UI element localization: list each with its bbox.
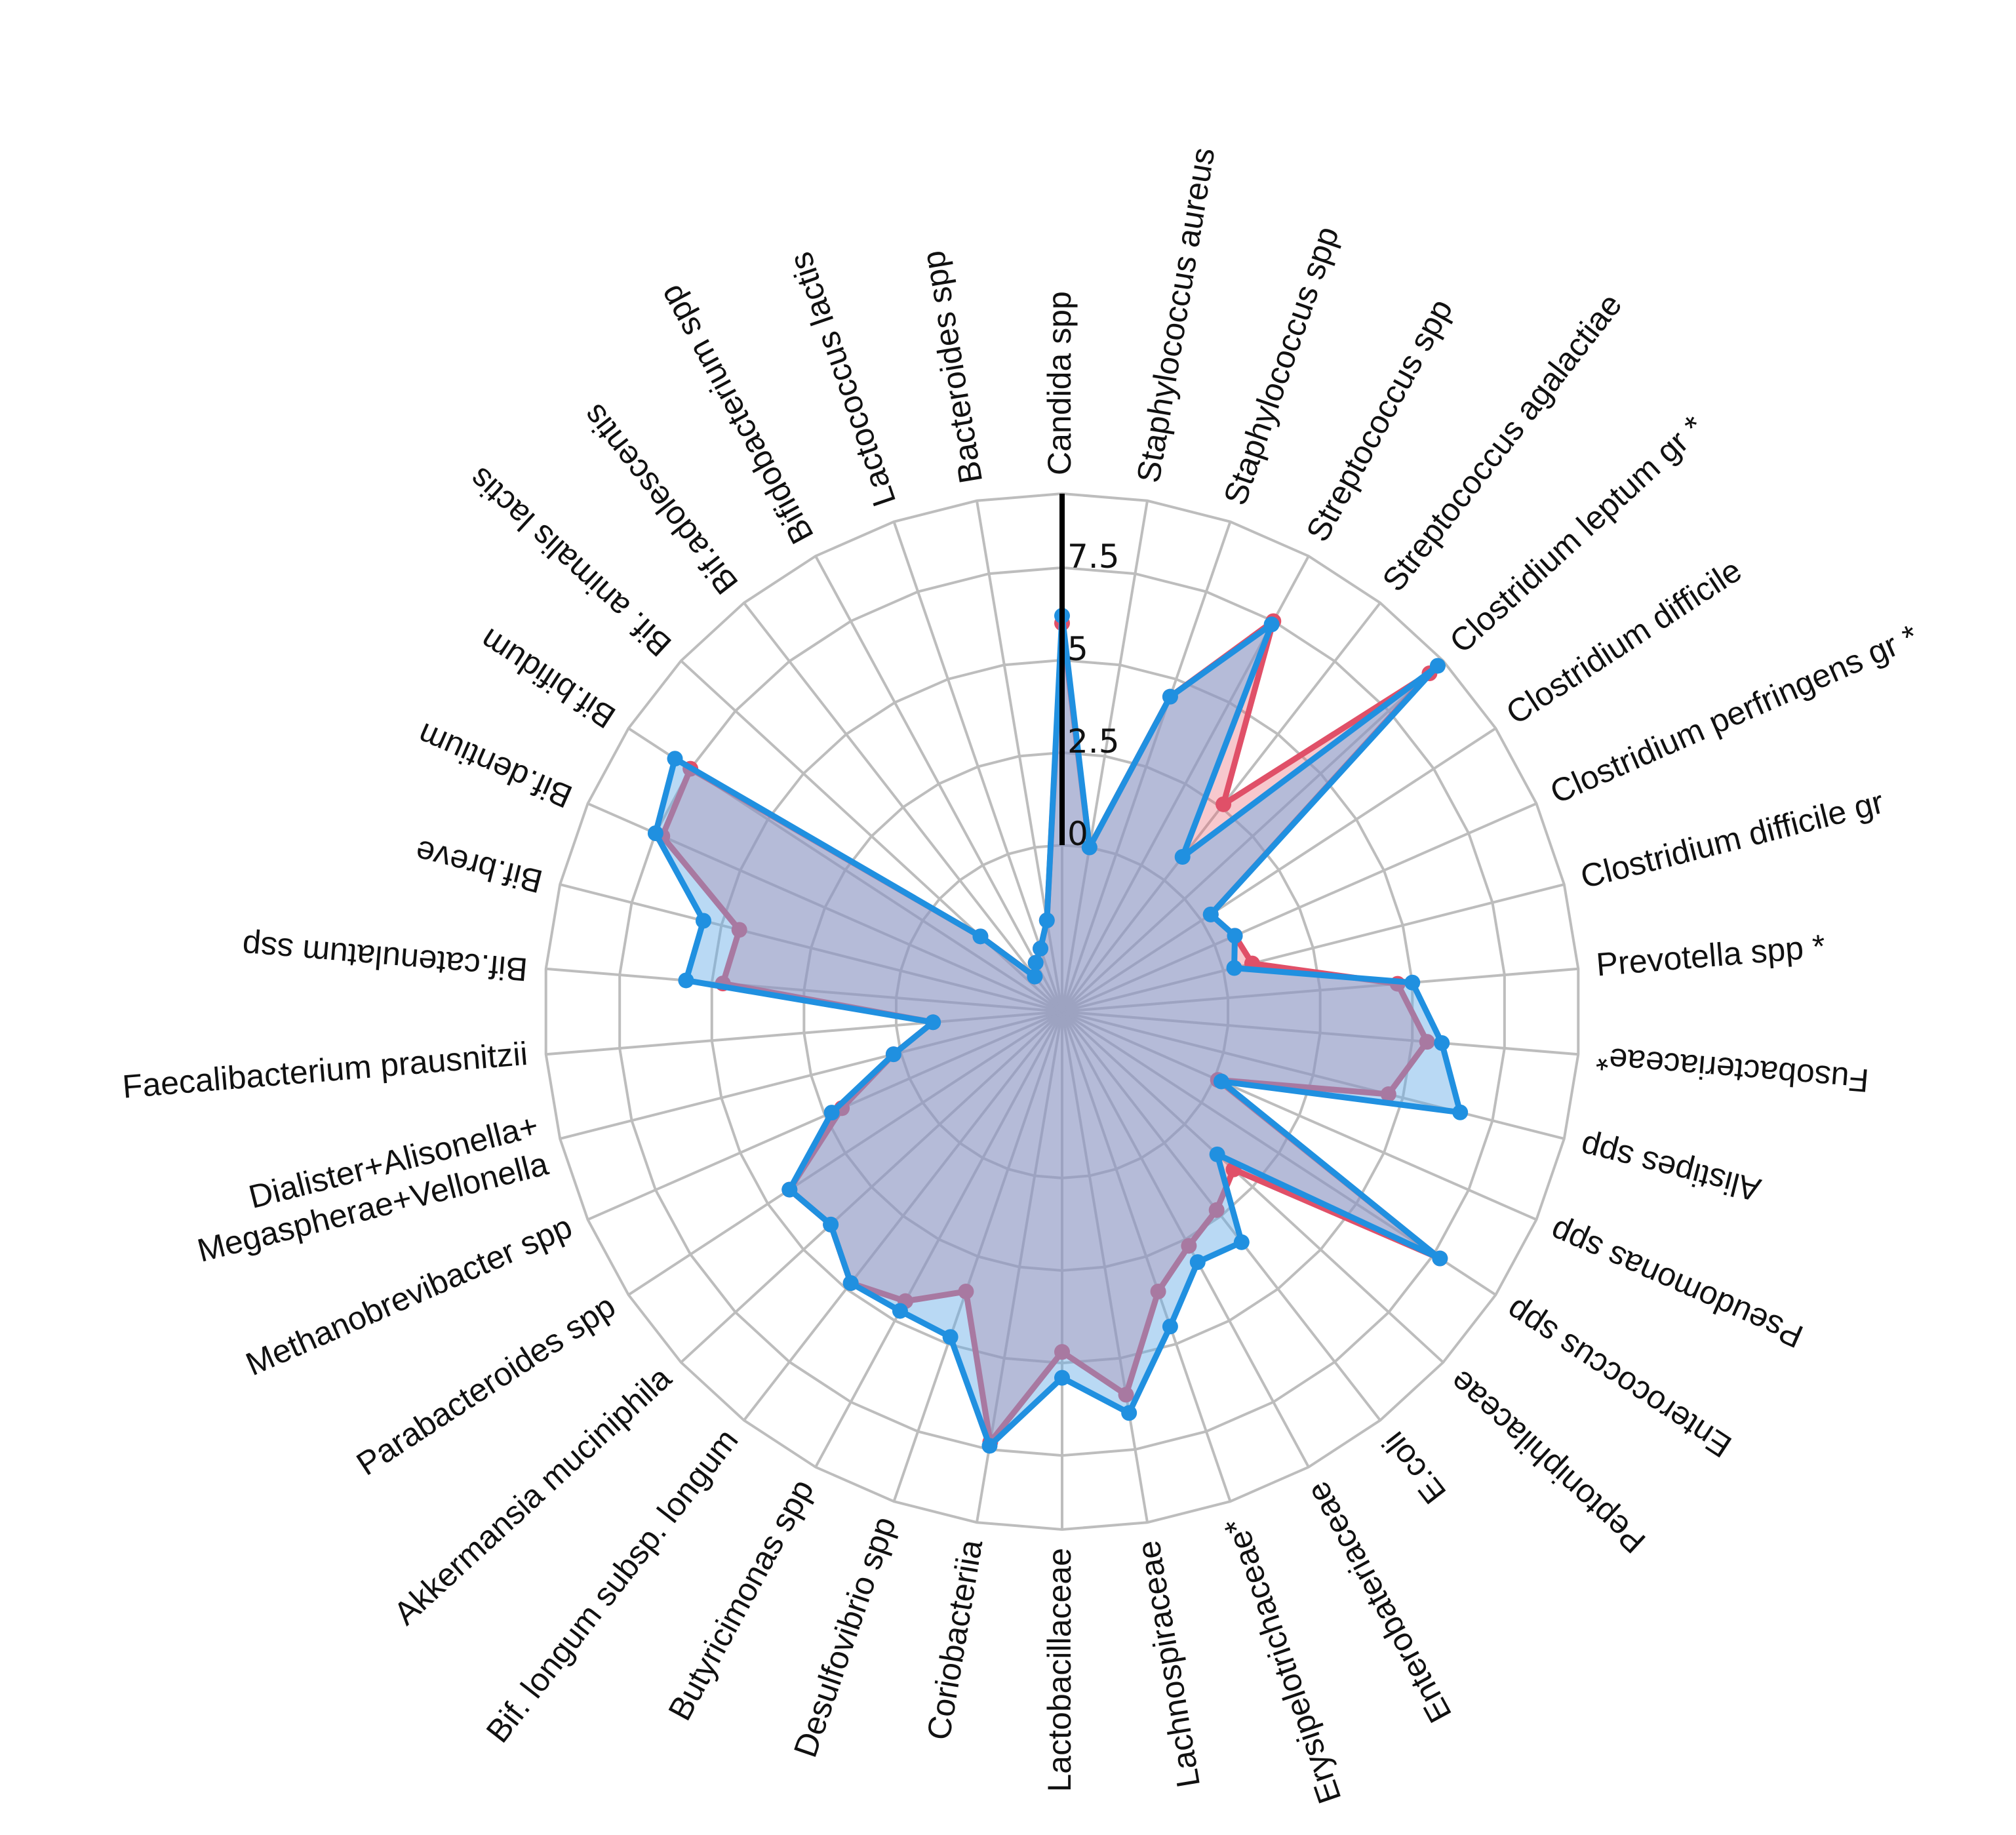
series-2-point: [1081, 839, 1097, 856]
category-label: Prevotella spp *: [1595, 928, 1827, 983]
series-2-point: [667, 751, 683, 767]
series-2-point: [823, 1216, 839, 1233]
radial-tick-label: 2.5: [1067, 722, 1120, 760]
series-2-point: [1226, 960, 1242, 976]
grid-ring: [710, 658, 1414, 1365]
category-label: Lachnospiraceae: [1130, 1538, 1207, 1790]
category-label: Candida spp: [1041, 291, 1078, 475]
series-1-point: [1216, 796, 1232, 812]
radar-series: [647, 608, 1469, 1454]
category-label: Pseudomonas spp: [1545, 1212, 1808, 1355]
category-label: Clostridium difficile gr: [1577, 783, 1887, 896]
series-1-point: [731, 922, 747, 938]
series-1-point: [1208, 1202, 1225, 1218]
series-2-point: [1174, 848, 1191, 865]
series-2-point: [1121, 1405, 1137, 1421]
series-2-point: [1038, 912, 1055, 928]
series-2-point: [1213, 1073, 1229, 1090]
series-2-point: [1162, 688, 1178, 705]
grid-ring: [802, 751, 1322, 1273]
series-2-point: [1434, 1035, 1450, 1051]
category-label: E.coli: [1375, 1425, 1453, 1511]
category-label: Coriobacteriia: [920, 1537, 989, 1743]
series-1-point: [1419, 1034, 1435, 1050]
series-2-point: [925, 1014, 941, 1031]
series-2-point: [647, 825, 663, 841]
series-2-area: [652, 612, 1463, 1449]
radial-tick-label: 0: [1067, 815, 1088, 853]
category-label: Bacteroides spp: [915, 248, 989, 486]
series-2-point: [1027, 968, 1043, 985]
series-2-point: [1263, 616, 1280, 633]
series-2-point: [842, 1275, 859, 1292]
category-label: Bif.bifidum: [473, 622, 622, 736]
series-2-point: [781, 1181, 798, 1198]
series-2-point: [1033, 940, 1049, 957]
category-label: Enterobateriaceae: [1299, 1476, 1459, 1729]
grid-ring: [544, 492, 1580, 1531]
series-2-point: [892, 1303, 908, 1319]
radial-axis: 0 2.5 5 7.5: [1059, 494, 1120, 853]
series-2-point: [1227, 928, 1243, 944]
series-1-point: [1380, 1086, 1396, 1103]
category-label: Erysipelotrichaceae*: [1217, 1514, 1349, 1808]
series-2-point: [1233, 1234, 1250, 1250]
category-label: Lactobacillaceae: [1041, 1548, 1078, 1792]
series-2-point: [1202, 906, 1219, 922]
series-1-point: [1054, 1344, 1070, 1360]
series-2-point: [972, 928, 989, 945]
grid-ring: [894, 844, 1230, 1179]
series-2-point: [695, 913, 711, 929]
category-label: Bif.breve: [412, 833, 546, 900]
category-label: Alistipes spp: [1577, 1128, 1764, 1208]
category-label: Fusobacteriaceae*: [1595, 1040, 1870, 1099]
series-2-point: [823, 1105, 840, 1121]
series-2-point: [1027, 955, 1044, 971]
series-2-point: [1432, 1250, 1448, 1267]
series-2-point: [1429, 658, 1446, 674]
category-label: Staphylococcus aureus: [1130, 145, 1221, 485]
series-2-point: [1404, 974, 1421, 991]
series-1-point: [1181, 1238, 1197, 1254]
category-label: Bif.catenulatum ssp: [241, 928, 528, 988]
series-2-point: [678, 972, 694, 989]
series-2-point: [1189, 1254, 1206, 1271]
category-label: Faecalibacterium prausnitzii: [121, 1035, 529, 1105]
category-label: Lactococcus lactis: [782, 248, 903, 511]
radial-tick-label: 7.5: [1067, 538, 1120, 576]
category-label: Bif.dentium: [412, 716, 578, 816]
series-1-point: [958, 1283, 974, 1299]
radial-tick-label: 5: [1067, 630, 1088, 668]
category-label: Desulfovibrio spp: [787, 1512, 903, 1762]
category-label: Staphylococcus spp: [1217, 222, 1346, 509]
series-1-point: [1150, 1283, 1166, 1299]
series-2-point: [885, 1046, 901, 1063]
series-2-point: [942, 1329, 959, 1345]
series-2-point: [1054, 1370, 1070, 1386]
series-2-point: [1209, 1146, 1225, 1162]
series-2-point: [1162, 1318, 1178, 1335]
series-2-point: [1452, 1104, 1469, 1120]
series-1-point: [1118, 1387, 1134, 1403]
series-2-point: [981, 1438, 998, 1454]
